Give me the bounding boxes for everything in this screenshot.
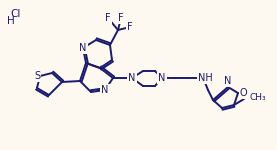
- Text: CH₃: CH₃: [249, 93, 266, 102]
- Text: F: F: [118, 13, 124, 23]
- Text: F: F: [127, 22, 133, 32]
- Text: Cl: Cl: [10, 9, 20, 19]
- Text: N: N: [101, 85, 109, 95]
- Text: H: H: [7, 16, 15, 26]
- Text: N: N: [158, 73, 166, 83]
- Text: N: N: [224, 76, 232, 86]
- Text: F: F: [105, 13, 111, 23]
- Text: O: O: [240, 88, 248, 98]
- Text: S: S: [34, 71, 40, 81]
- Text: N: N: [128, 73, 136, 83]
- Text: N: N: [79, 43, 87, 53]
- Text: NH: NH: [198, 73, 213, 83]
